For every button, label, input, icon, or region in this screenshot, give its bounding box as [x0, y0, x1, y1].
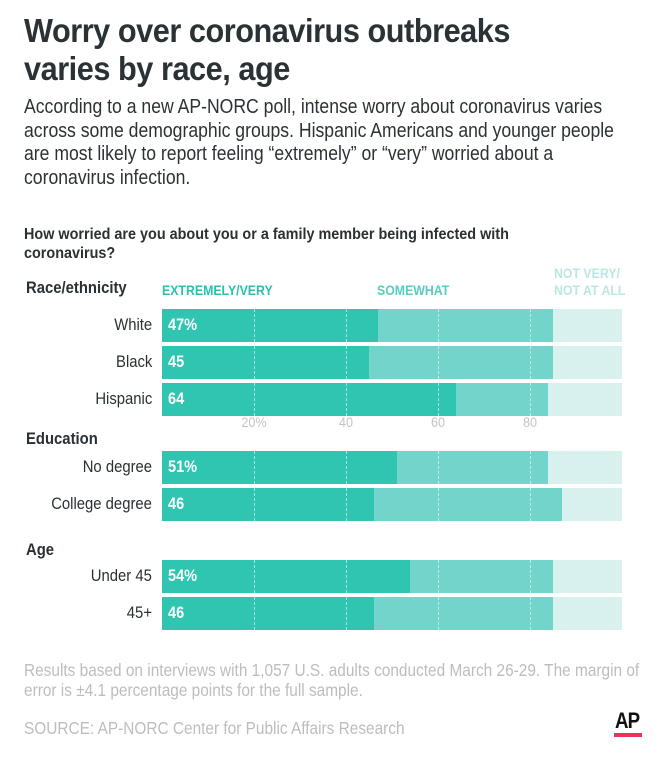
row-label: Under 45: [90, 567, 152, 585]
gridline: [254, 383, 255, 416]
bar-extremely-very: [162, 451, 397, 484]
gridline: [254, 488, 255, 521]
group-label: Education: [26, 430, 98, 448]
gridline: [254, 597, 255, 630]
gridline: [254, 346, 255, 379]
bar-somewhat: [373, 488, 563, 521]
gridline: [346, 309, 347, 342]
group-label: Race/ethnicity: [26, 279, 127, 297]
data-label: 64: [168, 390, 185, 408]
bar-somewhat: [373, 597, 553, 630]
gridline: [530, 597, 531, 630]
bar-somewhat: [410, 560, 553, 593]
chart-subtitle: According to a new AP-NORC poll, intense…: [24, 96, 614, 189]
gridline: [254, 560, 255, 593]
gridline: [346, 560, 347, 593]
bar-somewhat: [369, 346, 553, 379]
bar-not-very: [553, 309, 622, 342]
x-tick-label: 20%: [241, 414, 267, 430]
data-label: 45: [168, 353, 185, 371]
gridline: [438, 451, 439, 484]
gridline: [530, 383, 531, 416]
gridline: [346, 597, 347, 630]
legend-item-extremely-very: EXTREMELY/VERY: [162, 282, 273, 298]
bar-extremely-very: [162, 346, 369, 379]
source-credit: SOURCE: AP-NORC Center for Public Affair…: [24, 718, 405, 738]
bar-extremely-very: [162, 383, 457, 416]
row-label: 45+: [126, 604, 152, 622]
row-label: Hispanic: [95, 390, 152, 408]
bar-not-very: [548, 451, 622, 484]
row-label: White: [114, 316, 152, 334]
gridline: [254, 309, 255, 342]
row-label: Black: [115, 353, 152, 371]
legend-item-not-very-not-at-all: NOT VERY/NOT AT ALL: [554, 265, 626, 298]
gridline: [530, 488, 531, 521]
x-tick-label: 40: [338, 414, 354, 430]
data-label: 46: [168, 604, 185, 622]
legend-item-somewhat: SOMEWHAT: [377, 282, 450, 298]
gridline: [530, 346, 531, 379]
gridline: [254, 451, 255, 484]
gridline: [438, 309, 439, 342]
bar-not-very: [548, 383, 622, 416]
ap-logo-underline: [614, 733, 642, 737]
bar-extremely-very: [162, 309, 379, 342]
data-label: 46: [168, 495, 185, 513]
bar-not-very: [553, 597, 622, 630]
gridline: [438, 597, 439, 630]
bar-not-very: [562, 488, 622, 521]
bar-somewhat: [378, 309, 553, 342]
gridline: [438, 560, 439, 593]
data-label: 51%: [168, 458, 198, 476]
bar-not-very: [553, 346, 622, 379]
bar-somewhat: [396, 451, 549, 484]
ap-logo: AP: [615, 708, 640, 733]
group-label: Age: [26, 541, 55, 559]
x-tick-label: 80: [522, 414, 538, 430]
gridline: [346, 488, 347, 521]
bar-extremely-very: [162, 597, 374, 630]
gridline: [438, 383, 439, 416]
gridline: [530, 451, 531, 484]
gridline: [530, 309, 531, 342]
gridline: [438, 346, 439, 379]
data-label: 54%: [168, 567, 198, 585]
gridline: [346, 383, 347, 416]
x-tick-label: 60: [430, 414, 446, 430]
chart-title: Worry over coronavirus outbreaks varies …: [24, 12, 510, 87]
row-label: College degree: [51, 495, 152, 513]
bar-somewhat: [456, 383, 549, 416]
bar-extremely-very: [162, 560, 411, 593]
gridline: [438, 488, 439, 521]
gridline: [346, 346, 347, 379]
bar-not-very: [553, 560, 622, 593]
gridline: [530, 560, 531, 593]
survey-question: How worried are you about you or a famil…: [24, 226, 509, 262]
data-label: 47%: [168, 316, 198, 334]
bar-extremely-very: [162, 488, 374, 521]
gridline: [346, 451, 347, 484]
footnote: Results based on interviews with 1,057 U…: [24, 660, 640, 700]
row-label: No degree: [82, 458, 152, 476]
